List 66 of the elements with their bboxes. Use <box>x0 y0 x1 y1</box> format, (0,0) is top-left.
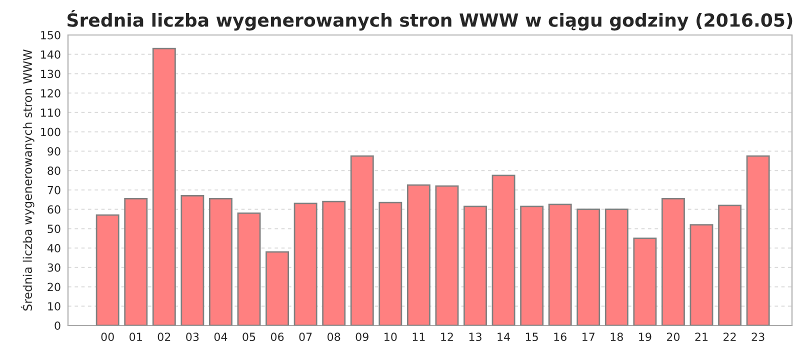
x-tick-label: 20 <box>666 332 680 342</box>
bar <box>180 195 204 326</box>
x-tick-label: 23 <box>752 332 764 342</box>
y-axis-title: Średnia liczba wygenerowanych stron WWW <box>20 50 34 311</box>
y-tick-label: 50 <box>48 224 60 234</box>
x-tick-label: 02 <box>158 332 170 342</box>
y-tick-label: 0 <box>54 321 60 330</box>
bar <box>378 202 402 326</box>
x-tick-label: 16 <box>554 332 566 342</box>
bar <box>294 202 318 326</box>
x-tick-label: 00 <box>101 332 114 342</box>
x-tick-label: 18 <box>610 332 623 342</box>
x-tick-label: 11 <box>412 332 425 341</box>
y-tick-label: 110 <box>41 108 60 117</box>
bar <box>237 212 261 326</box>
bar <box>604 208 628 326</box>
y-tick-label: 90 <box>48 147 60 156</box>
bar <box>322 200 346 326</box>
y-tick-label: 70 <box>48 186 60 194</box>
y-tick-label: 60 <box>48 205 60 214</box>
y-tick-label: 120 <box>41 89 60 98</box>
bar <box>492 174 516 326</box>
bar <box>464 206 487 326</box>
y-tick-label: 100 <box>41 128 60 136</box>
y-tick-label: 20 <box>48 282 60 292</box>
bar <box>661 198 685 326</box>
bar <box>633 238 657 326</box>
x-tick-label: 15 <box>526 332 538 342</box>
x-tick-label: 08 <box>328 332 340 342</box>
x-tick-label: 01 <box>130 332 142 342</box>
bar <box>96 214 120 326</box>
x-tick-label: 19 <box>639 332 652 342</box>
y-tick-label: 140 <box>41 50 60 59</box>
bar <box>548 204 572 326</box>
bar <box>576 208 600 326</box>
y-tick-label: 130 <box>41 70 60 78</box>
bar <box>406 184 430 326</box>
y-tick-label: 80 <box>48 166 60 175</box>
x-tick-label: 14 <box>498 332 510 341</box>
x-tick-label: 21 <box>695 332 708 341</box>
x-tick-label: 09 <box>356 332 368 342</box>
y-tick-label: 150 <box>41 30 60 40</box>
x-tick-label: 22 <box>724 332 736 341</box>
bar <box>435 185 459 326</box>
x-tick-label: 07 <box>299 332 312 342</box>
x-tick-label: 06 <box>270 332 284 342</box>
x-tick-label: 05 <box>242 332 256 342</box>
bar <box>124 198 148 326</box>
bar <box>266 251 290 326</box>
chart-title: Średnia liczba wygenerowanych stron WWW w ciągu godziny (2016.05) <box>68 10 792 31</box>
x-tick-label: 03 <box>186 332 199 342</box>
y-tick-label: 10 <box>48 302 60 311</box>
x-tick-label: 17 <box>582 332 594 341</box>
x-tick-label: 04 <box>214 332 228 342</box>
bar <box>350 155 374 326</box>
x-tick-label: 10 <box>384 332 397 342</box>
y-tick-label: 40 <box>47 244 60 252</box>
bar <box>520 206 544 326</box>
bar <box>746 155 770 326</box>
x-tick-label: 12 <box>441 332 453 341</box>
bar <box>718 204 742 326</box>
bar <box>152 48 176 326</box>
bar <box>208 198 232 326</box>
y-tick-label: 30 <box>48 263 60 272</box>
bar <box>690 224 714 326</box>
x-tick-label: 13 <box>469 332 482 342</box>
